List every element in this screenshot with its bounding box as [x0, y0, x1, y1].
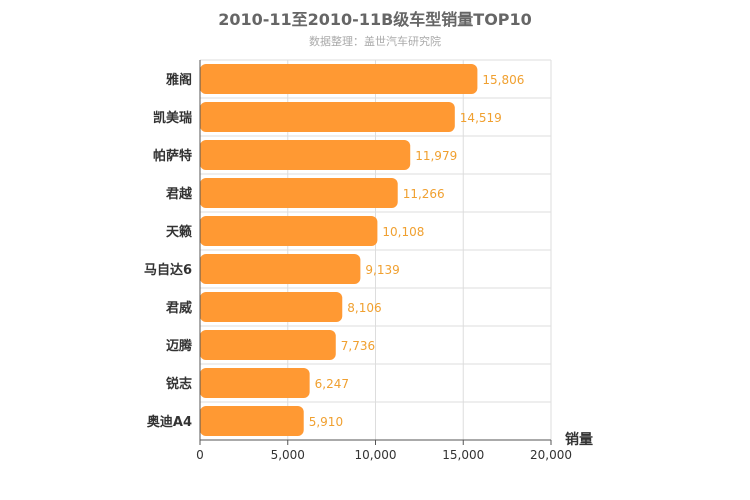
category-label: 马自达6	[144, 262, 192, 278]
bar	[200, 216, 378, 246]
data-label: 8,106	[347, 301, 381, 315]
category-label: 帕萨特	[153, 148, 192, 164]
x-tick-label: 20,000	[530, 448, 572, 462]
data-label: 10,108	[382, 225, 424, 239]
bar	[200, 254, 361, 284]
bar	[200, 140, 411, 170]
bars: 15,806 14,519 11,979 11,266 10,108 9,139 8,106…	[200, 64, 524, 436]
x-tick-label: 5,000	[271, 448, 305, 462]
category-label: 天籁	[166, 224, 192, 240]
bar	[200, 178, 398, 208]
x-tick-label: 15,000	[442, 448, 484, 462]
bar	[200, 330, 336, 360]
x-tick-label: 0	[196, 448, 204, 462]
chart-subtitle: 数据整理：盖世汽车研究院	[309, 35, 441, 48]
bar	[200, 102, 455, 132]
data-label: 9,139	[365, 263, 399, 277]
category-label: 雅阁	[166, 72, 192, 88]
data-label: 11,979	[415, 149, 457, 163]
bar	[200, 368, 310, 398]
category-label: 凯美瑞	[153, 110, 192, 126]
category-label: 奥迪A4	[147, 414, 192, 430]
data-label: 7,736	[341, 339, 375, 353]
bar	[200, 406, 304, 436]
category-label: 迈腾	[166, 338, 193, 354]
data-label: 5,910	[309, 415, 343, 429]
data-label: 15,806	[482, 73, 524, 87]
data-label: 14,519	[460, 111, 502, 125]
chart-title: 2010-11至2010-11B级车型销量TOP10	[218, 10, 532, 29]
data-label: 6,247	[315, 377, 349, 391]
x-axis-title: 销量	[565, 431, 593, 448]
bar	[200, 64, 478, 94]
category-label: 君威	[166, 300, 192, 316]
category-label: 君越	[166, 186, 193, 202]
data-label: 11,266	[403, 187, 445, 201]
category-label: 锐志	[166, 376, 192, 392]
bar	[200, 292, 343, 322]
x-tick-label: 10,000	[355, 448, 397, 462]
